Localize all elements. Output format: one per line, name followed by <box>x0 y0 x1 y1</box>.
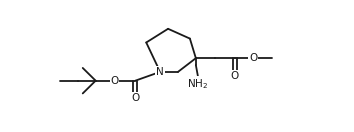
Text: O: O <box>249 53 257 63</box>
Text: NH$_2$: NH$_2$ <box>187 77 209 91</box>
Text: O: O <box>131 93 139 103</box>
Text: O: O <box>230 71 239 81</box>
Text: O: O <box>110 76 119 86</box>
Text: N: N <box>156 67 164 77</box>
